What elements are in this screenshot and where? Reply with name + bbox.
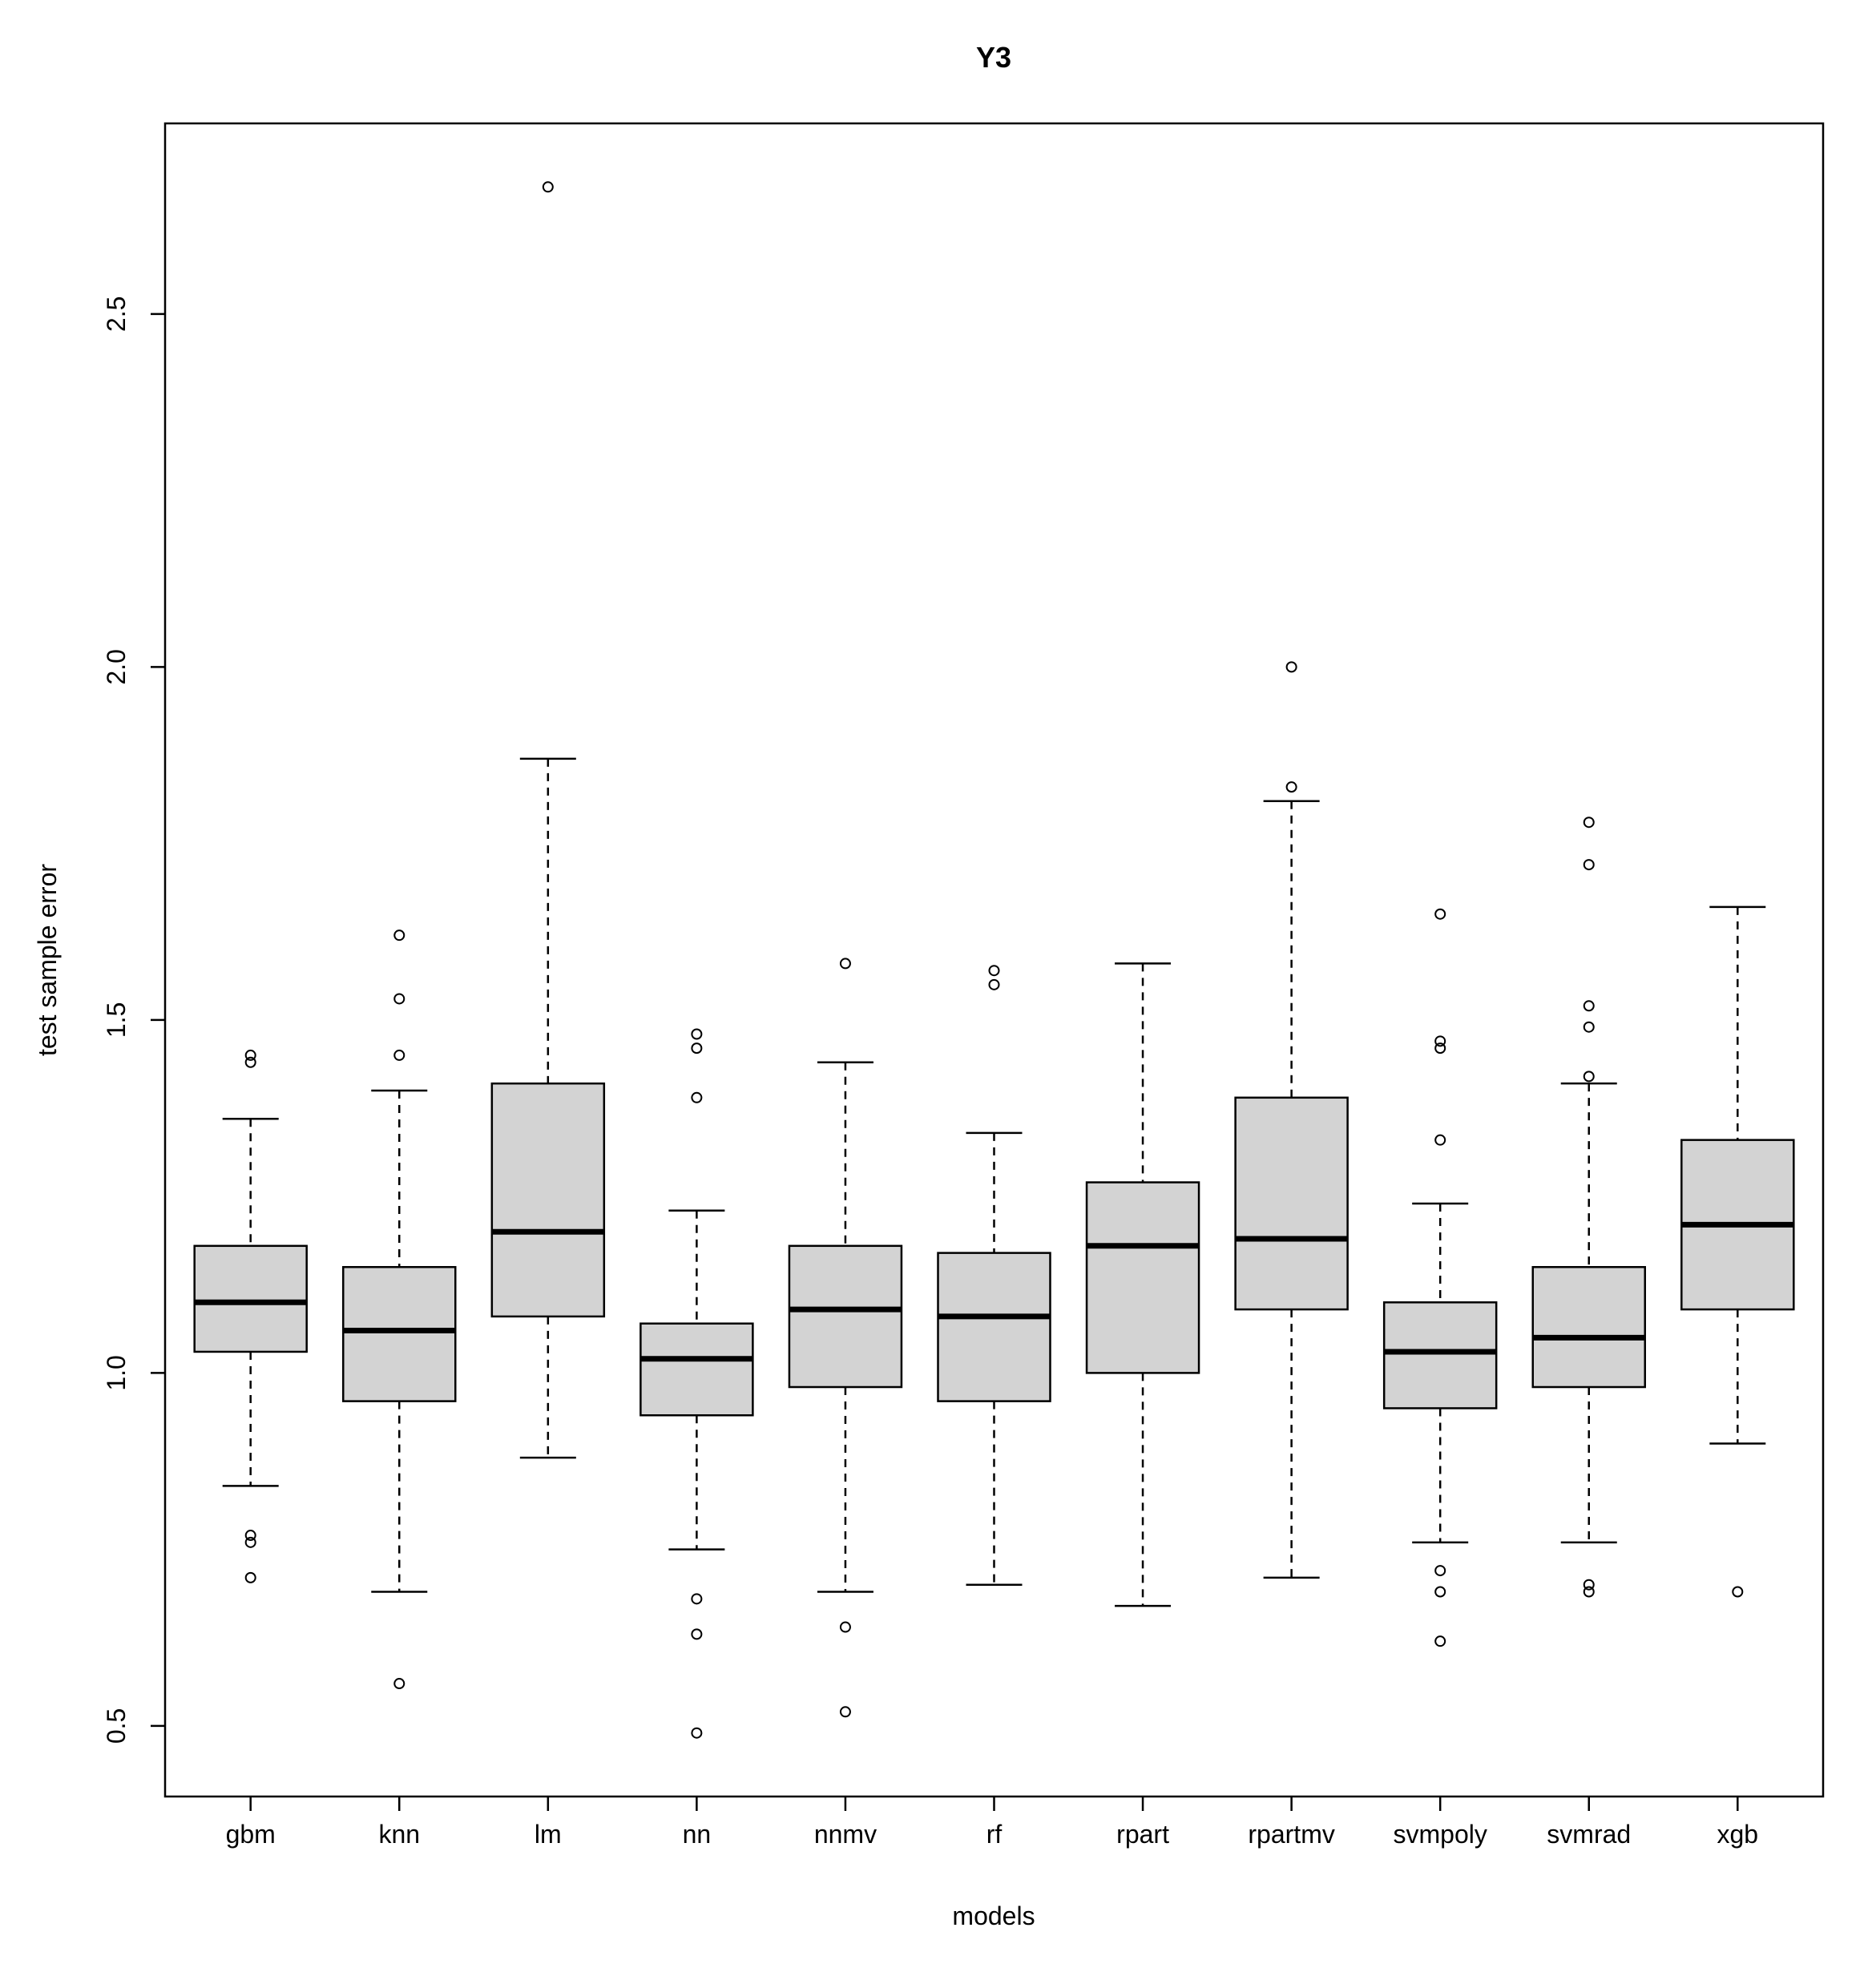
outlier-point <box>393 930 405 942</box>
outlier-point <box>1583 817 1595 829</box>
outlier-point <box>839 1706 851 1718</box>
iqr-box <box>639 1322 754 1417</box>
y-tick-label: 0.5 <box>102 1708 131 1744</box>
outlier-point <box>691 1727 703 1739</box>
box-nnmv <box>788 958 903 1718</box>
box-nn <box>639 1028 754 1739</box>
x-tick-label: lm <box>535 1820 562 1849</box>
outlier-point <box>1583 1071 1595 1083</box>
outlier-point <box>1434 1042 1446 1055</box>
outlier-point <box>1732 1586 1744 1598</box>
box-xgb <box>1680 905 1795 1598</box>
y-tick-label: 1.5 <box>102 1002 131 1038</box>
iqr-box <box>490 1082 606 1318</box>
box-svmrad <box>1531 817 1646 1598</box>
outlier-point <box>1583 1586 1595 1598</box>
outlier-point <box>244 1530 256 1542</box>
x-axis-title: models <box>952 1901 1035 1930</box>
outlier-point <box>691 1628 703 1640</box>
box-rpart <box>1085 962 1200 1607</box>
iqr-box <box>937 1252 1051 1402</box>
x-tick-label: rpartmv <box>1248 1820 1334 1849</box>
outlier-point <box>839 958 851 970</box>
chart-title: Y3 <box>976 41 1011 74</box>
outlier-point <box>244 1049 256 1061</box>
x-tick-label: rpart <box>1116 1820 1169 1849</box>
outlier-point <box>393 1049 405 1061</box>
outlier-point <box>988 978 1000 990</box>
box-knn <box>342 930 457 1690</box>
x-tick-label: svmrad <box>1547 1820 1631 1849</box>
outlier-point <box>1285 781 1297 793</box>
outlier-point <box>1434 1134 1446 1146</box>
box-lm <box>490 181 606 1459</box>
box-rpartmv <box>1234 661 1349 1579</box>
outlier-point <box>1434 908 1446 920</box>
outlier-point <box>839 1621 851 1633</box>
outlier-point <box>1434 1635 1446 1647</box>
outlier-point <box>244 1536 256 1548</box>
x-axis: gbm knn lm nn nnmv rf rpart rpartmv svmpoly svmra… <box>226 1797 1759 1849</box>
y-axis-title: test sample error <box>33 864 62 1056</box>
iqr-box <box>193 1244 308 1353</box>
x-tick-label: knn <box>378 1820 420 1849</box>
box-svmpoly <box>1382 908 1498 1647</box>
outlier-point <box>393 993 405 1005</box>
box-gbm <box>193 1049 308 1583</box>
outlier-point <box>1583 1021 1595 1033</box>
iqr-box <box>342 1265 457 1402</box>
outlier-point <box>988 965 1000 977</box>
x-tick-label: xgb <box>1717 1820 1759 1849</box>
outlier-point <box>1434 1586 1446 1598</box>
outlier-point <box>393 1678 405 1690</box>
x-tick-label: nnmv <box>814 1820 877 1849</box>
outlier-point <box>691 1091 703 1103</box>
outlier-point <box>1285 661 1297 673</box>
x-tick-label: nn <box>683 1820 712 1849</box>
iqr-box <box>1382 1301 1498 1409</box>
y-axis: 0.5 1.0 1.5 2.0 2.5 <box>102 296 165 1744</box>
y-tick-label: 2.5 <box>102 296 131 332</box>
x-tick-label: gbm <box>226 1820 276 1849</box>
y-tick-label: 1.0 <box>102 1355 131 1390</box>
outlier-point <box>1434 1565 1446 1577</box>
outlier-point <box>1583 1579 1595 1591</box>
outlier-point <box>244 1056 256 1068</box>
outlier-point <box>691 1593 703 1605</box>
boxes-layer <box>193 181 1795 1739</box>
outlier-point <box>1434 1035 1446 1047</box>
x-tick-label: rf <box>986 1820 1003 1849</box>
outlier-point <box>691 1028 703 1040</box>
outlier-point <box>691 1042 703 1055</box>
iqr-box <box>788 1244 903 1389</box>
y-tick-label: 2.0 <box>102 649 131 684</box>
outlier-point <box>1583 1000 1595 1012</box>
box-rf <box>937 965 1051 1586</box>
outlier-point <box>1583 859 1595 871</box>
iqr-box <box>1531 1265 1646 1389</box>
outlier-point <box>542 181 554 193</box>
iqr-box <box>1234 1096 1349 1311</box>
outlier-point <box>244 1571 256 1583</box>
x-tick-label: svmpoly <box>1394 1820 1487 1849</box>
iqr-box <box>1085 1181 1200 1374</box>
